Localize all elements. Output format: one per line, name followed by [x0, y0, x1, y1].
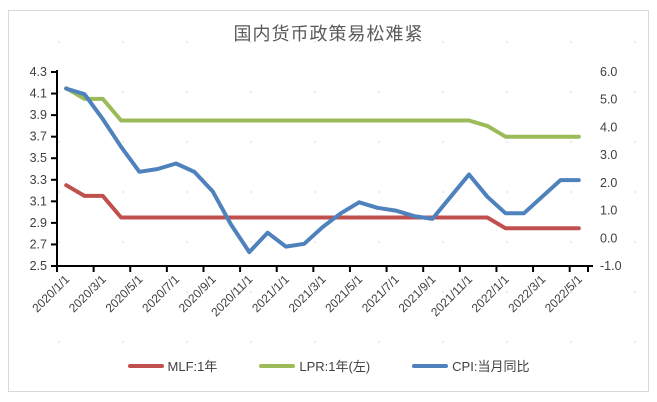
legend-label-mlf: MLF:1年 — [167, 359, 218, 374]
right-axis-tick-label: 5.0 — [600, 93, 617, 107]
x-axis-tick-label: 2022/3/1 — [505, 272, 548, 315]
x-axis-tick-label: 2022/5/1 — [542, 272, 585, 315]
cpi-line-swatch — [412, 363, 449, 368]
left-axis-tick-label: 3.7 — [30, 130, 47, 144]
lpr-series-line — [64, 86, 581, 139]
x-axis-tick-label: 2021/5/1 — [322, 272, 365, 315]
left-axis-tick-label: 3.1 — [30, 194, 47, 208]
chart-border-box — [8, 10, 649, 392]
legend-label-lpr: LPR:1年(左) — [299, 359, 371, 374]
left-axis-tick-label: 3.9 — [30, 108, 47, 122]
x-axis-tick-label: 2021/7/1 — [359, 272, 402, 315]
cpi-series-line — [64, 86, 581, 255]
left-axis-tick-label: 3.5 — [30, 151, 47, 165]
x-axis-tick-label: 2021/3/1 — [286, 272, 329, 315]
left-axis-tick-label: 2.9 — [30, 216, 47, 230]
legend-label-cpi: CPI:当月同比 — [452, 359, 530, 374]
x-axis-tick-label: 2021/1/1 — [249, 272, 292, 315]
right-axis-tick-label: 2.0 — [600, 176, 617, 190]
mlf-series-line — [64, 183, 581, 231]
chart-legend: MLF:1年 LPR:1年(左) CPI:当月同比 — [0, 356, 657, 375]
x-axis-tick-label: 2020/5/1 — [103, 272, 146, 315]
left-axis-tick-label: 4.3 — [30, 65, 47, 79]
left-axis-tick-label: 3.3 — [30, 173, 47, 187]
x-axis-tick-label: 2020/1/1 — [29, 272, 72, 315]
left-axis-tick-label: 2.7 — [30, 237, 47, 251]
right-axis-tick-label: 0.0 — [600, 231, 617, 245]
mlf-line-swatch — [127, 363, 164, 368]
right-axis-tick-label: 6.0 — [600, 65, 617, 79]
right-axis-tick-label: -1.0 — [600, 259, 622, 273]
legend-item-cpi: CPI:当月同比 — [412, 356, 529, 375]
x-axis-tick-label: 2022/1/1 — [469, 272, 512, 315]
left-axis-tick-label: 4.1 — [30, 87, 47, 101]
chart-title: 国内货币政策易松难紧 — [233, 24, 424, 44]
x-axis-tick-label: 2020/7/1 — [139, 272, 182, 315]
legend-item-lpr: LPR:1年(左) — [259, 356, 370, 375]
right-axis-tick-label: 3.0 — [600, 148, 617, 162]
right-axis-tick-label: 1.0 — [600, 204, 617, 218]
right-axis-tick-label: 4.0 — [600, 120, 617, 134]
x-axis-tick-label: 2020/3/1 — [66, 272, 109, 315]
left-axis-tick-label: 2.5 — [30, 259, 47, 273]
legend-item-mlf: MLF:1年 — [127, 356, 218, 375]
lpr-line-swatch — [259, 363, 296, 368]
